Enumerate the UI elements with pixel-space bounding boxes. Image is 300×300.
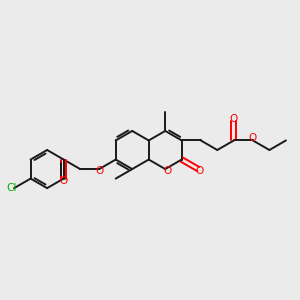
Text: O: O — [95, 166, 103, 176]
Text: O: O — [164, 166, 172, 176]
Text: O: O — [249, 134, 257, 143]
Text: O: O — [59, 176, 68, 186]
Text: O: O — [230, 114, 238, 124]
Text: Cl: Cl — [7, 183, 17, 193]
Text: O: O — [195, 166, 203, 176]
